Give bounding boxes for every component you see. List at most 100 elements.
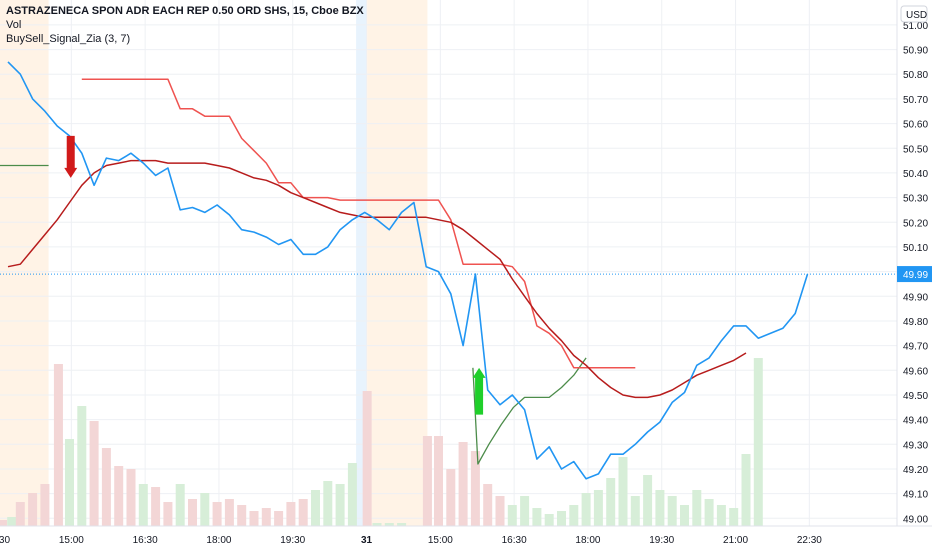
price-tick-label: 50.80 [903,70,928,81]
volume-bar [643,475,653,526]
price-tick-label: 50.30 [903,194,928,205]
volume-bar [667,496,677,526]
time-tick-label: 18:00 [206,535,231,546]
time-tick-label: 16:30 [133,535,158,546]
volume-bar [274,511,284,526]
volume-bar [630,496,640,526]
volume-bar [53,364,63,526]
session-band [0,0,49,526]
volume-bar [114,466,124,526]
volume-bar [65,439,74,526]
time-tick-label: 13:30 [0,535,10,546]
volume-bars [0,358,763,526]
time-tick-label: 15:00 [59,535,84,546]
volume-bar [335,484,345,526]
time-axis[interactable]: 13:30 15:00 16:30 18:00 19:30 31 15:00 16:30 18:… [0,525,932,550]
volume-bar [544,514,554,526]
volume-bar [237,505,247,526]
volume-bar [384,523,394,526]
volume-bar [606,478,616,526]
volume-bar [7,517,17,526]
volume-bar [422,436,432,526]
volume-bar [397,523,407,526]
red-stop-line [81,78,636,369]
indicator-legend[interactable]: BuySell_Signal_Zia (3, 7) [6,33,131,45]
price-axis[interactable]: 51.00 50.90 50.80 50.70 50.60 50.50 50.40 50.30… [896,0,932,550]
volume-bar [347,463,357,526]
last-price-tag [897,266,932,283]
volume-bar [200,493,210,526]
price-tick-label: 49.40 [903,416,928,427]
price-tick-label: 49.60 [903,366,928,377]
volume-bar [434,436,443,526]
time-tick-label: 18:00 [575,535,600,546]
volume-bar [372,523,382,526]
volume-bar [28,493,38,526]
price-tick-label: 50.20 [903,218,928,229]
volume-bar [249,511,259,526]
volume-bar [741,454,751,526]
chart-title[interactable]: ASTRAZENECA SPON ADR EACH REP 0.50 ORD S… [6,5,364,17]
price-tick-label: 49.70 [903,342,928,353]
buy-arrow-icon [472,367,486,415]
time-tick-label: 15:00 [428,535,453,546]
price-tick-label: 49.50 [903,391,928,402]
volume-bar [655,490,665,526]
signal-arrows [64,135,486,415]
price-tick-label: 49.20 [903,465,928,476]
time-tick-label: 31 [361,535,373,546]
volume-bar [446,469,456,526]
price-tick-label: 49.00 [903,514,928,525]
volume-bar [618,457,628,526]
volume-bar [89,421,99,526]
volume-bar [729,508,739,526]
volume-bar [507,505,517,526]
price-tick-label: 51.00 [903,21,928,32]
volume-bar [716,505,726,526]
volume-bar [569,505,579,526]
volume-bar [126,469,136,526]
session-band [356,0,368,526]
volume-bar [483,484,493,526]
price-tick-label: 50.50 [903,144,928,155]
price-tick-label: 49.80 [903,317,928,328]
volume-bar [458,442,468,526]
volume-bar [532,508,542,526]
time-tick-label: 19:30 [649,535,674,546]
volume-bar [311,490,320,526]
volume-bar [212,502,222,526]
session-shading [0,0,428,526]
sell-arrow-icon [64,135,78,178]
volume-bar [188,499,197,526]
price-tick-label: 50.40 [903,169,928,180]
green-signal-line [472,357,587,465]
price-tick-label: 50.60 [903,120,928,131]
volume-bar [224,499,234,526]
volume-bar [77,406,87,526]
volume-bar [0,520,7,526]
time-tick-label: 21:00 [723,535,748,546]
price-tick-label: 49.90 [903,292,928,303]
volume-bar [593,490,603,526]
price-tick-label: 50.70 [903,95,928,106]
price-tick-label: 50.10 [903,243,928,254]
volume-bar [15,502,25,526]
time-tick-label: 22:30 [797,535,822,546]
volume-bar [704,499,714,526]
volume-bar [151,487,161,526]
volume-legend[interactable]: Vol [6,19,22,31]
volume-bar [520,496,530,526]
dark-red-average-line [7,159,747,399]
volume-bar [581,493,591,526]
volume-bar [495,496,505,526]
price-tick-label: 50.90 [903,46,928,57]
volume-bar [753,358,763,526]
currency-badge [900,5,928,23]
price-tick-label: 49.10 [903,490,928,501]
series-lines [0,61,809,480]
volume-bar [298,499,308,526]
volume-bar [175,484,185,526]
volume-bar [163,502,173,526]
volume-bar [557,511,566,526]
